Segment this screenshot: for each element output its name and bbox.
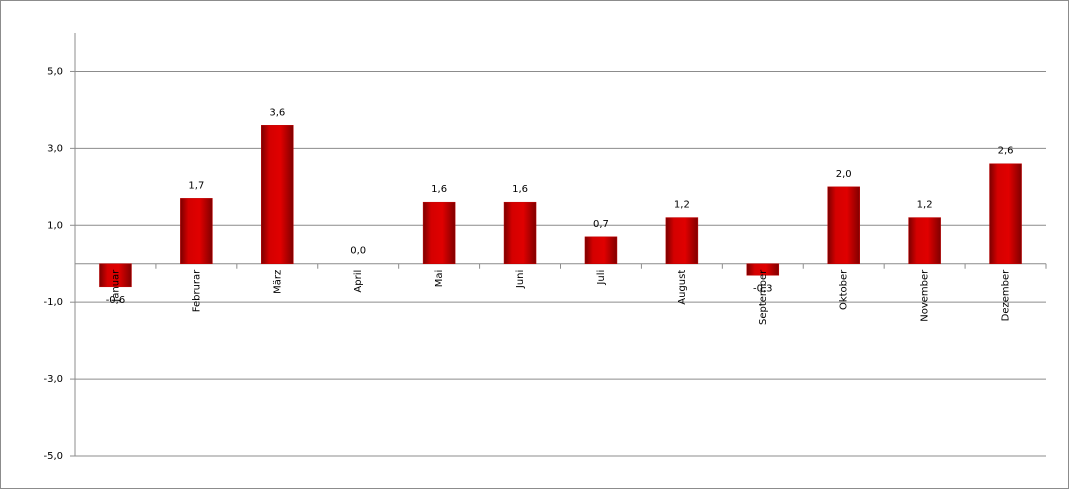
y-tick-label: 1,0 [47, 220, 63, 231]
value-label: 1,2 [674, 200, 690, 211]
value-label: 0,0 [350, 246, 366, 257]
x-tick-label: März [272, 270, 283, 294]
value-label: 0,7 [593, 219, 609, 230]
bar [908, 217, 941, 264]
x-tick-label: Juli [596, 270, 607, 286]
y-tick-label: -5,0 [43, 451, 63, 462]
value-label: 1,6 [431, 184, 447, 195]
bar [261, 125, 294, 264]
y-tick-label: 5,0 [47, 66, 63, 77]
bar [180, 198, 213, 264]
x-tick-label: November [920, 269, 931, 322]
value-label: 1,2 [917, 200, 933, 211]
bar [746, 263, 780, 276]
x-tick-label: Januar [110, 269, 121, 303]
y-tick-label: -1,0 [43, 297, 63, 308]
bar [989, 163, 1022, 264]
x-tick-label: Februrar [191, 269, 202, 312]
x-tick-label: August [677, 270, 688, 305]
value-label: 1,6 [512, 184, 528, 195]
bar [503, 201, 537, 264]
x-tick-label: September [758, 269, 769, 325]
x-tick-label: Dezember [1001, 269, 1012, 321]
bar [584, 236, 618, 264]
bar [422, 201, 456, 264]
bar [99, 263, 132, 288]
value-label: -0,6 [106, 295, 126, 306]
bar [665, 217, 699, 264]
value-label: -0,3 [753, 283, 773, 294]
value-label: 2,0 [836, 169, 852, 180]
value-label: 3,6 [269, 107, 285, 118]
x-tick-label: Juni [515, 270, 526, 289]
y-tick-label: -3,0 [43, 374, 63, 385]
x-tick-label: April [353, 270, 364, 293]
x-tick-label: Mai [434, 270, 445, 288]
value-label: 2,6 [998, 146, 1014, 157]
bar [827, 186, 860, 264]
y-tick-label: 3,0 [47, 143, 63, 154]
value-label: 1,7 [188, 180, 204, 191]
x-tick-label: Oktober [839, 269, 850, 310]
